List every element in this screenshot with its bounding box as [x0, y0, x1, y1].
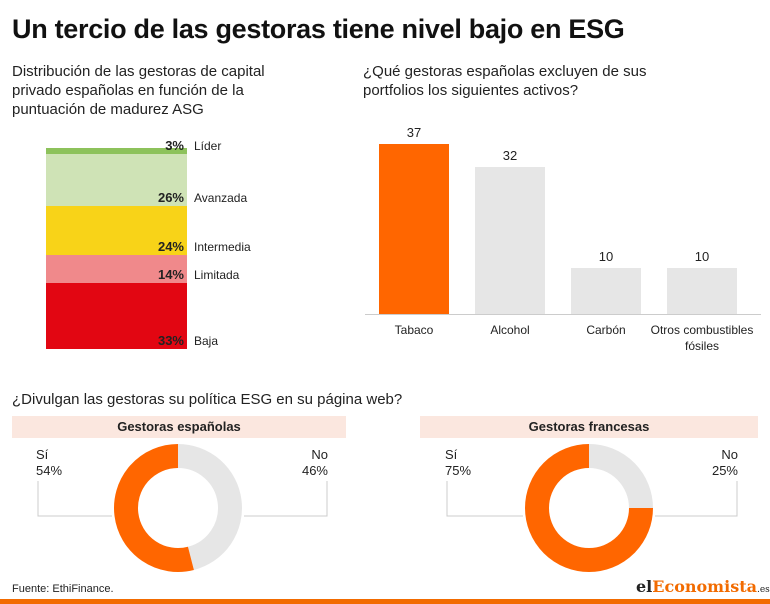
- stack-segment-0: [46, 148, 187, 155]
- bar-2: [571, 268, 641, 314]
- bar-axis-line: [365, 314, 761, 315]
- bar-value-label: 10: [598, 249, 614, 265]
- stack-value-label: 24%: [157, 238, 184, 254]
- stack-segment-2: [46, 206, 187, 255]
- leader-line-no: [655, 481, 738, 517]
- web-disclosure-title: ¿Divulgan las gestoras su política ESG e…: [12, 391, 403, 408]
- donut-fr-yes-label: Sí: [445, 447, 458, 462]
- donut-es-no-value: 46%: [301, 463, 328, 478]
- donut-fr-no-label: No: [721, 447, 738, 462]
- page-title: Un tercio de las gestoras tiene nivel ba…: [12, 14, 625, 44]
- stack-category-label: Avanzada: [194, 191, 248, 206]
- bottom-rule: [0, 599, 770, 604]
- donut-slice-no: [177, 444, 242, 570]
- donut-slice-yes: [114, 444, 194, 572]
- donut-es-no-label: No: [311, 447, 328, 462]
- bar-category-label: Carbón: [586, 323, 626, 337]
- bar-category-label: Otros combustibles fósiles: [650, 323, 754, 353]
- leader-line-yes: [37, 481, 112, 517]
- donut-spanish: [37, 444, 328, 572]
- leader-line-yes: [446, 481, 523, 517]
- stack-category-label: Baja: [194, 334, 219, 348]
- distribution-chart-title: Distribución de las gestoras de capital …: [12, 63, 265, 118]
- bar-value-label: 32: [502, 147, 518, 163]
- stack-category-label: Líder: [194, 139, 222, 154]
- stack-category-label: Limitada: [194, 267, 240, 282]
- spanish-managers-band: Gestoras españolas: [12, 416, 346, 438]
- leader-line-no: [244, 481, 328, 517]
- bar-0: [379, 144, 449, 314]
- eleconomista-logo: elEconomista.es: [636, 577, 770, 596]
- bar-category-label: Tabaco: [394, 323, 434, 337]
- donut-slice-no: [588, 444, 653, 509]
- stack-value-label: 26%: [157, 190, 184, 206]
- stack-segment-1: [46, 154, 187, 207]
- source-note: Fuente: EthiFinance.: [12, 583, 114, 595]
- stack-value-label: 14%: [157, 266, 184, 282]
- bar-category-label: Alcohol: [490, 323, 530, 337]
- stack-value-label: 3%: [165, 138, 184, 154]
- stack-category-label: Intermedia: [194, 239, 251, 254]
- donut-slice-yes: [525, 444, 653, 572]
- donut-es-yes-value: 54%: [36, 463, 63, 478]
- bar-value-label: 37: [406, 125, 422, 140]
- donut-fr-yes-value: 75%: [445, 463, 472, 478]
- bar-value-label: 10: [694, 249, 710, 265]
- french-managers-band: Gestoras francesas: [420, 416, 758, 438]
- stack-segment-3: [46, 254, 187, 283]
- stack-value-label: 33%: [157, 333, 184, 348]
- bar-1: [475, 166, 545, 314]
- donut-french: [446, 444, 738, 572]
- donut-es-yes-label: Sí: [36, 447, 49, 462]
- exclusion-chart-title: ¿Qué gestoras españolas excluyen de sus …: [363, 63, 647, 99]
- donut-fr-no-value: 25%: [711, 463, 738, 478]
- stack-segment-4: [46, 282, 187, 349]
- bar-3: [667, 268, 737, 314]
